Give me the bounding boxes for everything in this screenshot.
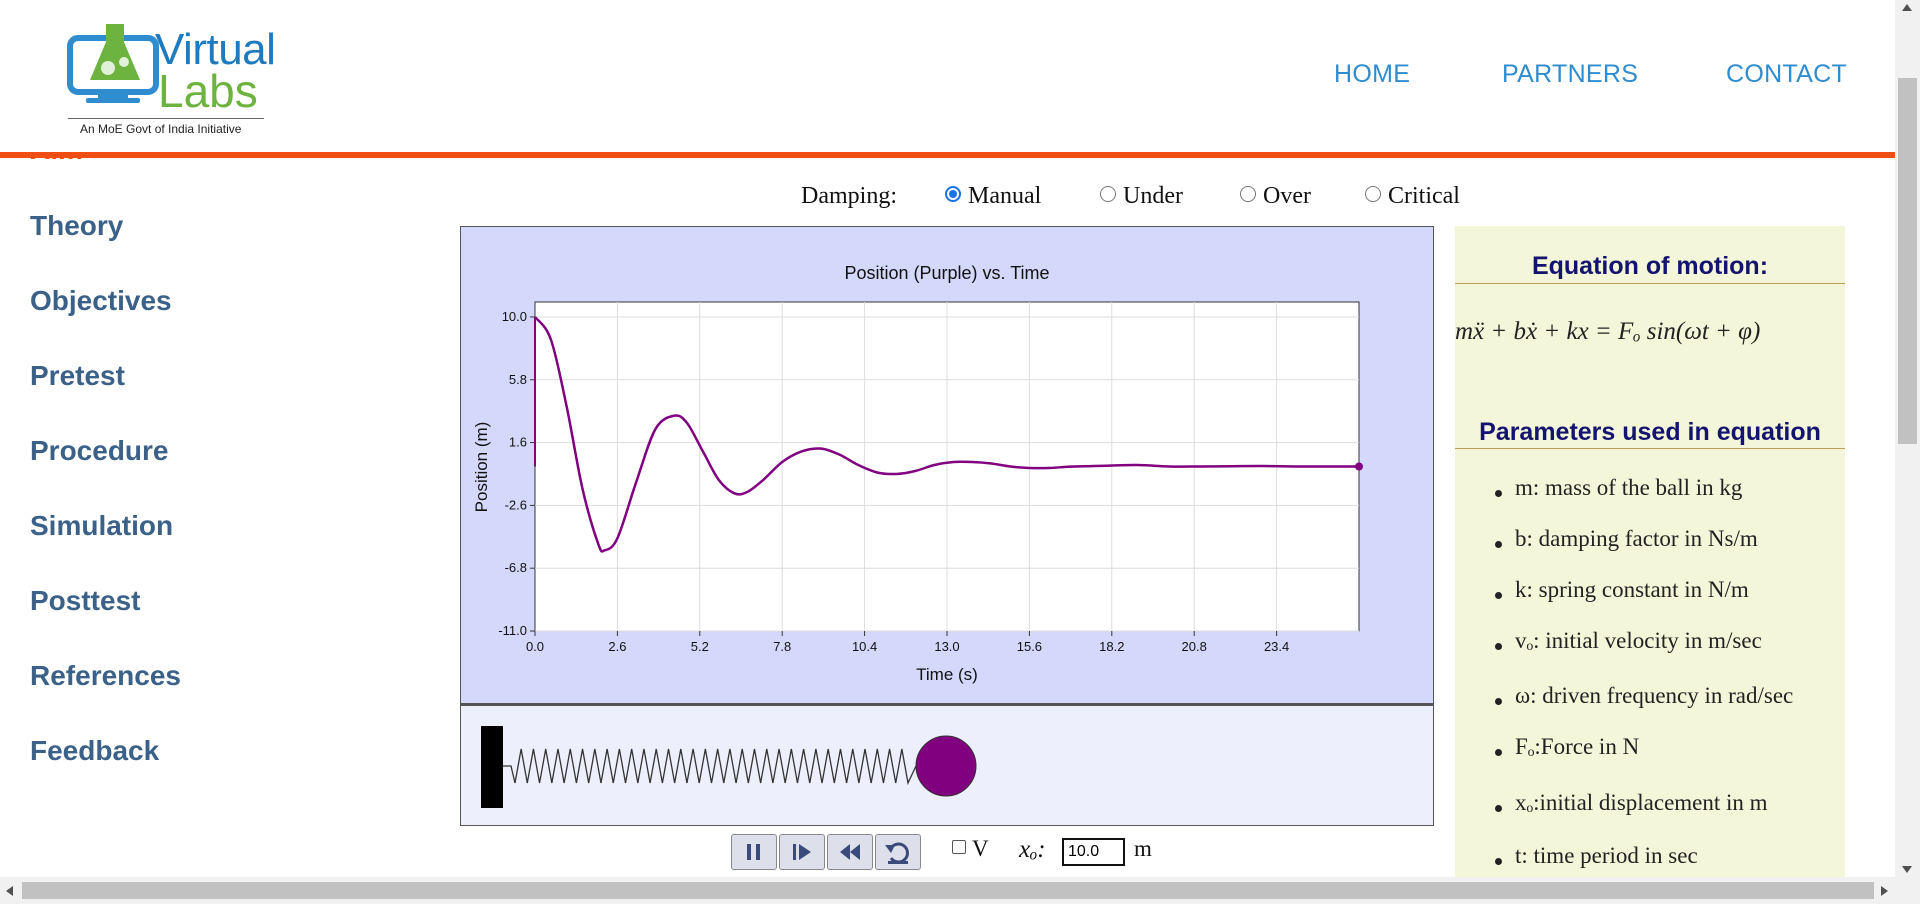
site-header: Virtual Labs An MoE Govt of India Initia… bbox=[0, 0, 1895, 152]
x0-unit: m bbox=[1134, 836, 1152, 861]
sidebar-item-posttest[interactable]: Posttest bbox=[30, 585, 141, 616]
bullet bbox=[1495, 749, 1502, 756]
logo-text-labs: Labs bbox=[158, 65, 258, 117]
parameters-heading: Parameters used in equation bbox=[1479, 418, 1821, 446]
param-time-period: t: time period in sec bbox=[1515, 843, 1698, 868]
reset-button[interactable] bbox=[875, 834, 921, 870]
x-tick-label: 23.4 bbox=[1264, 639, 1289, 654]
bullet bbox=[1495, 698, 1502, 705]
axis-ticks: 0.0 2.6 5.2 7.8 10.4 13.0 15.6 18.2 20.8 23.4 10.0… bbox=[498, 309, 1289, 654]
bullet bbox=[1495, 858, 1502, 865]
x-tick-label: 7.8 bbox=[773, 639, 791, 654]
parameters-rule bbox=[1455, 448, 1845, 449]
nav-contact[interactable]: CONTACT bbox=[1726, 60, 1848, 88]
x-tick-label: 13.0 bbox=[934, 639, 959, 654]
sidebar-item-theory[interactable]: Theory bbox=[30, 210, 124, 241]
series-layer bbox=[533, 316, 1363, 553]
vertical-scrollbar-thumb[interactable] bbox=[1898, 78, 1917, 444]
radio-over[interactable] bbox=[1240, 186, 1256, 202]
bullet bbox=[1495, 490, 1502, 497]
nav-home[interactable]: HOME bbox=[1334, 60, 1411, 88]
x-tick-label: 5.2 bbox=[691, 639, 709, 654]
rewind-icon bbox=[840, 844, 860, 860]
graph-panel: Position (Purple) vs. Time 0.0 2.6 5.2 7.8 1… bbox=[460, 226, 1434, 704]
bullet bbox=[1495, 592, 1502, 599]
rewind-button[interactable] bbox=[827, 834, 873, 870]
param-driven-frequency: ω: driven frequency in rad/sec bbox=[1515, 683, 1794, 708]
scroll-right-arrow-icon[interactable] bbox=[1881, 886, 1888, 896]
current-position-point bbox=[1355, 462, 1363, 471]
param-initial-displacement: xₒ:initial displacement in m bbox=[1515, 790, 1768, 815]
y-tick-label: 5.8 bbox=[509, 372, 527, 387]
pause-icon bbox=[747, 844, 760, 860]
radio-critical[interactable] bbox=[1365, 186, 1381, 202]
spring bbox=[503, 748, 917, 786]
step-forward-button[interactable] bbox=[779, 834, 825, 870]
bullet bbox=[1495, 805, 1502, 812]
y-tick-label: -6.8 bbox=[505, 560, 527, 575]
equation-panel: Equation of motion: mẍ + bẋ + kx = Fₒ si… bbox=[1455, 226, 1845, 904]
logo-text-virtual: Virtual bbox=[155, 25, 276, 74]
bullet bbox=[1495, 643, 1502, 650]
x-tick-label: 18.2 bbox=[1099, 639, 1124, 654]
radio-over-label[interactable]: Over bbox=[1263, 183, 1311, 209]
velocity-checkbox-label[interactable]: V bbox=[972, 836, 989, 861]
y-tick-label: -11.0 bbox=[498, 623, 527, 638]
x-tick-label: 10.4 bbox=[852, 639, 877, 654]
x0-input[interactable] bbox=[1062, 838, 1125, 866]
x-tick-label: 0.0 bbox=[526, 639, 544, 654]
nav-partners[interactable]: PARTNERS bbox=[1502, 60, 1639, 88]
horizontal-scrollbar-thumb[interactable] bbox=[22, 882, 1874, 899]
equation-rule bbox=[1455, 283, 1845, 284]
wall-block bbox=[481, 726, 503, 808]
radio-manual[interactable] bbox=[945, 186, 961, 202]
position-series-line bbox=[533, 316, 1359, 553]
x-tick-label: 20.8 bbox=[1182, 639, 1207, 654]
chart-title: Position (Purple) vs. Time bbox=[844, 263, 1049, 283]
param-mass: m: mass of the ball in kg bbox=[1515, 475, 1743, 500]
y-tick-label: -2.6 bbox=[505, 497, 527, 512]
scroll-down-arrow-icon[interactable] bbox=[1902, 866, 1912, 873]
mass-ball[interactable] bbox=[915, 735, 977, 797]
sidebar-item-objectives[interactable]: Objectives bbox=[30, 285, 172, 316]
scroll-up-arrow-icon[interactable] bbox=[1902, 4, 1912, 11]
spring-animation-panel bbox=[460, 704, 1434, 826]
radio-under[interactable] bbox=[1100, 186, 1116, 202]
sidebar-item-feedback[interactable]: Feedback bbox=[30, 735, 160, 766]
sidebar-item-pretest[interactable]: Pretest bbox=[30, 360, 125, 391]
sidebar-item-procedure[interactable]: Procedure bbox=[30, 435, 169, 466]
equation-formula: mẍ + bẋ + kx = Fₒ sin(ωt + φ) bbox=[1455, 318, 1761, 345]
sidebar-item-references[interactable]: References bbox=[30, 660, 181, 691]
flask-monitor-icon bbox=[67, 24, 159, 103]
sidebar-item-simulation[interactable]: Simulation bbox=[30, 510, 174, 541]
header-accent-bar bbox=[0, 152, 1895, 158]
x-axis-label: Time (s) bbox=[916, 665, 978, 684]
spring-mass-animation bbox=[481, 726, 977, 808]
velocity-checkbox[interactable] bbox=[952, 840, 966, 854]
position-time-chart: Position (Purple) vs. Time 0.0 2.6 5.2 7.8 1… bbox=[472, 263, 1363, 684]
param-damping: b: damping factor in Ns/m bbox=[1515, 526, 1758, 551]
bullet bbox=[1495, 541, 1502, 548]
virtual-labs-logo[interactable] bbox=[60, 20, 270, 140]
radio-under-label[interactable]: Under bbox=[1123, 183, 1183, 209]
param-spring-constant: k: spring constant in N/m bbox=[1515, 577, 1749, 602]
logo-tagline: An MoE Govt of India Initiative bbox=[80, 122, 242, 136]
y-tick-label: 10.0 bbox=[502, 309, 527, 324]
logo-divider bbox=[68, 118, 264, 119]
param-initial-velocity: vₒ: initial velocity in m/sec bbox=[1515, 628, 1762, 653]
pause-button[interactable] bbox=[731, 834, 777, 870]
step-forward-icon bbox=[793, 844, 811, 860]
radio-manual-label[interactable]: Manual bbox=[968, 183, 1042, 209]
reset-icon bbox=[885, 842, 909, 864]
scroll-left-arrow-icon[interactable] bbox=[6, 886, 13, 896]
x0-label: xₒ: bbox=[1019, 836, 1046, 863]
y-axis-label: Position (m) bbox=[472, 422, 491, 513]
x-tick-label: 15.6 bbox=[1017, 639, 1042, 654]
y-tick-label: 1.6 bbox=[509, 435, 527, 450]
param-force: Fₒ:Force in N bbox=[1515, 734, 1640, 759]
radio-critical-label[interactable]: Critical bbox=[1388, 183, 1460, 209]
damping-label: Damping: bbox=[801, 183, 897, 209]
equation-heading: Equation of motion: bbox=[1531, 252, 1769, 280]
x-tick-label: 2.6 bbox=[608, 639, 626, 654]
